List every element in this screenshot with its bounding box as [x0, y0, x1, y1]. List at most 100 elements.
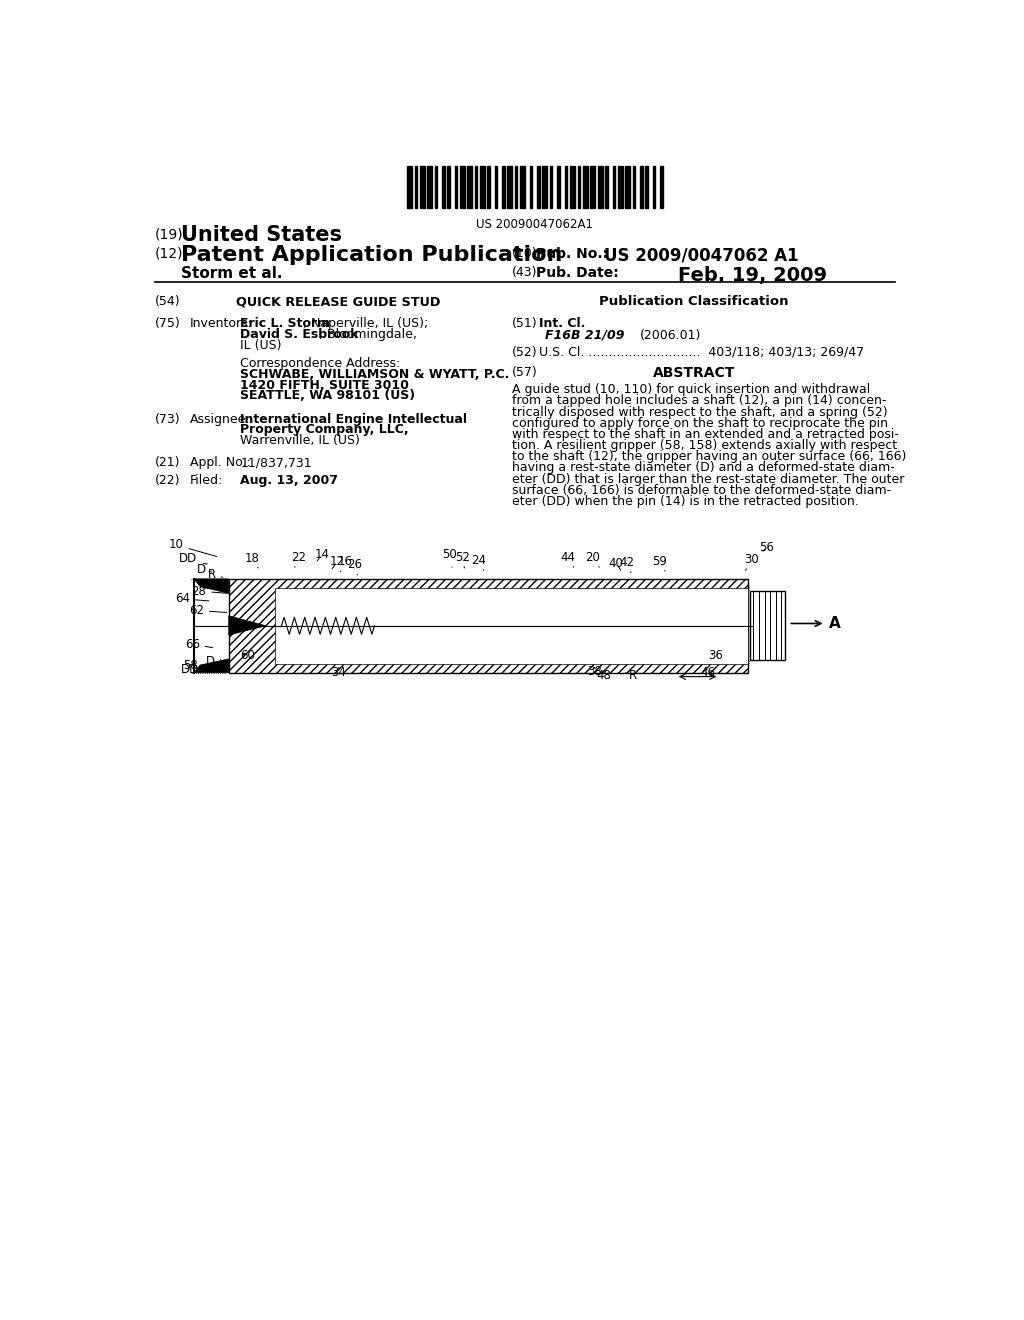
- Text: 52: 52: [456, 550, 470, 568]
- Bar: [228, 578, 748, 673]
- Text: Feb. 19, 2009: Feb. 19, 2009: [678, 267, 827, 285]
- Text: DD: DD: [179, 552, 208, 565]
- Text: 28: 28: [191, 585, 226, 598]
- Bar: [750, 591, 785, 660]
- Text: 11/837,731: 11/837,731: [241, 457, 312, 470]
- Text: SEATTLE, WA 98101 (US): SEATTLE, WA 98101 (US): [241, 389, 416, 403]
- Bar: [617, 166, 623, 209]
- Bar: [660, 166, 663, 209]
- Text: D: D: [206, 655, 220, 668]
- Bar: [467, 166, 472, 209]
- Text: 40: 40: [609, 557, 624, 570]
- Bar: [487, 166, 489, 209]
- Bar: [420, 166, 425, 209]
- Bar: [507, 166, 512, 209]
- Text: 30: 30: [743, 553, 759, 570]
- Text: Aug. 13, 2007: Aug. 13, 2007: [241, 474, 338, 487]
- Text: 1420 FIFTH, SUITE 3010: 1420 FIFTH, SUITE 3010: [241, 379, 410, 392]
- Text: (75): (75): [155, 317, 181, 330]
- Text: 18: 18: [245, 552, 259, 568]
- Text: 42: 42: [620, 556, 635, 573]
- Bar: [228, 578, 748, 673]
- Bar: [625, 166, 630, 209]
- Text: 44: 44: [561, 550, 575, 568]
- Bar: [515, 166, 517, 209]
- Text: Pub. No.:: Pub. No.:: [536, 247, 608, 261]
- Text: having a rest-state diameter (D) and a deformed-state diam-: having a rest-state diameter (D) and a d…: [512, 462, 894, 474]
- Text: 22: 22: [291, 550, 306, 568]
- Text: 36: 36: [708, 649, 723, 663]
- Bar: [543, 166, 548, 209]
- Text: Correspondence Address:: Correspondence Address:: [241, 358, 400, 370]
- Bar: [538, 166, 540, 209]
- Text: David S. Esbrook: David S. Esbrook: [241, 327, 358, 341]
- Text: , Bloomingdale,: , Bloomingdale,: [318, 327, 417, 341]
- Text: US 2009/0047062 A1: US 2009/0047062 A1: [604, 247, 799, 265]
- Text: Filed:: Filed:: [190, 474, 223, 487]
- Bar: [578, 166, 580, 209]
- Text: SCHWABE, WILLIAMSON & WYATT, P.C.: SCHWABE, WILLIAMSON & WYATT, P.C.: [241, 368, 510, 381]
- Text: 58: 58: [183, 659, 208, 672]
- Bar: [583, 166, 588, 209]
- Text: (12): (12): [155, 247, 183, 261]
- Text: to the shaft (12), the gripper having an outer surface (66, 166): to the shaft (12), the gripper having an…: [512, 450, 906, 463]
- Text: 16: 16: [338, 556, 352, 572]
- Text: Publication Classification: Publication Classification: [599, 296, 788, 309]
- Text: Warrenville, IL (US): Warrenville, IL (US): [241, 434, 360, 447]
- Text: trically disposed with respect to the shaft, and a spring (52): trically disposed with respect to the sh…: [512, 405, 887, 418]
- Text: D: D: [197, 564, 212, 576]
- Bar: [565, 166, 567, 209]
- Text: R: R: [626, 669, 637, 682]
- Bar: [407, 166, 412, 209]
- Bar: [475, 166, 477, 209]
- Bar: [520, 166, 525, 209]
- Text: 12: 12: [330, 556, 345, 569]
- Text: A guide stud (10, 110) for quick insertion and withdrawal: A guide stud (10, 110) for quick inserti…: [512, 383, 869, 396]
- Text: (2006.01): (2006.01): [640, 329, 700, 342]
- Bar: [442, 166, 444, 209]
- Bar: [275, 589, 748, 664]
- Polygon shape: [228, 615, 266, 635]
- Text: International Engine Intellectual: International Engine Intellectual: [241, 412, 467, 425]
- Bar: [598, 166, 602, 209]
- Text: Int. Cl.: Int. Cl.: [539, 317, 585, 330]
- Text: 48: 48: [596, 669, 611, 682]
- Text: 14: 14: [314, 548, 330, 561]
- Text: Storm et al.: Storm et al.: [180, 267, 283, 281]
- Text: 60: 60: [240, 649, 255, 663]
- Text: configured to apply force on the shaft to reciprocate the pin: configured to apply force on the shaft t…: [512, 417, 888, 430]
- Text: 64: 64: [175, 593, 209, 606]
- Text: eter (DD) when the pin (14) is in the retracted position.: eter (DD) when the pin (14) is in the re…: [512, 495, 858, 508]
- Bar: [447, 166, 450, 209]
- Text: eter (DD) that is larger than the rest-state diameter. The outer: eter (DD) that is larger than the rest-s…: [512, 473, 904, 486]
- Bar: [479, 166, 484, 209]
- Text: Property Company, LLC,: Property Company, LLC,: [241, 424, 409, 437]
- Text: (51): (51): [512, 317, 538, 330]
- Bar: [570, 166, 575, 209]
- Bar: [455, 166, 457, 209]
- Text: 46: 46: [700, 667, 715, 680]
- Bar: [434, 166, 437, 209]
- Text: surface (66, 166) is deformable to the deformed-state diam-: surface (66, 166) is deformable to the d…: [512, 483, 891, 496]
- Text: (73): (73): [155, 412, 181, 425]
- Text: DD: DD: [181, 663, 209, 676]
- Text: Inventors:: Inventors:: [190, 317, 253, 330]
- Text: (19): (19): [155, 227, 183, 242]
- Text: 50: 50: [442, 548, 457, 568]
- Bar: [640, 166, 643, 209]
- Bar: [550, 166, 552, 209]
- Text: Pub. Date:: Pub. Date:: [536, 267, 618, 280]
- Text: A: A: [829, 616, 841, 631]
- Text: 59: 59: [652, 554, 667, 572]
- Text: tion. A resilient gripper (58, 158) extends axially with respect: tion. A resilient gripper (58, 158) exte…: [512, 440, 897, 451]
- Text: , Naperville, IL (US);: , Naperville, IL (US);: [303, 317, 428, 330]
- Bar: [415, 166, 417, 209]
- Text: 24: 24: [472, 554, 486, 570]
- Polygon shape: [194, 579, 228, 594]
- Text: ABSTRACT: ABSTRACT: [652, 367, 735, 380]
- Text: from a tapped hole includes a shaft (12), a pin (14) concen-: from a tapped hole includes a shaft (12)…: [512, 395, 886, 408]
- Text: (21): (21): [155, 457, 180, 470]
- Bar: [529, 166, 532, 209]
- Text: US 20090047062A1: US 20090047062A1: [476, 218, 593, 231]
- Bar: [495, 166, 498, 209]
